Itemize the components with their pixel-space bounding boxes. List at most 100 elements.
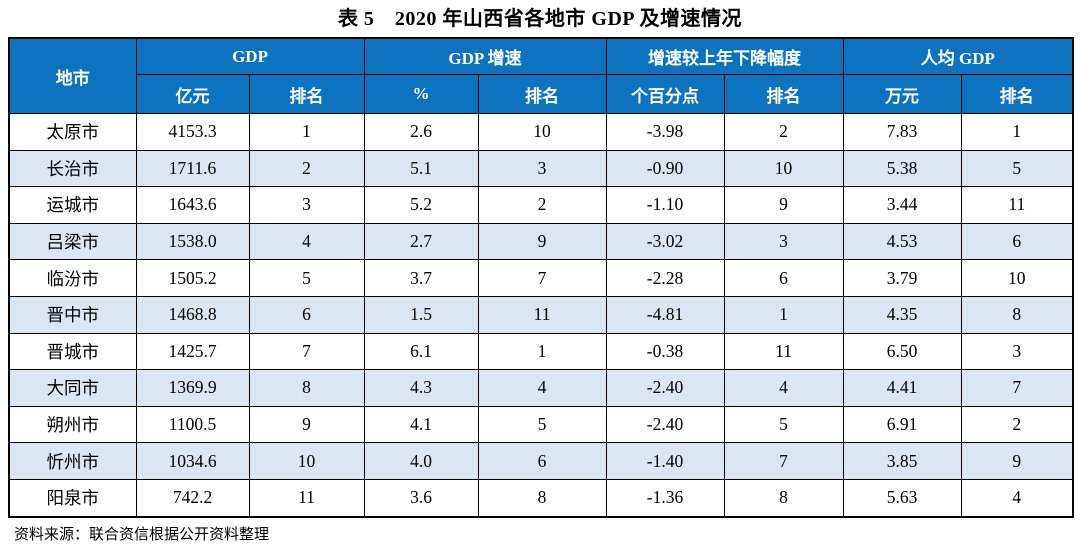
value-cell: 2 xyxy=(723,113,844,151)
table-title: 表 5 2020 年山西省各地市 GDP 及增速情况 xyxy=(337,8,743,30)
table-row: 临汾市 1505.2 5 3.7 7 -2.28 6 3.79 10 xyxy=(8,259,1074,297)
value-cell: 1505.2 xyxy=(135,259,250,297)
value-cell: 4 xyxy=(960,478,1074,518)
city-cell: 忻州市 xyxy=(8,442,137,480)
value-cell: 2.7 xyxy=(363,222,479,261)
header-group-gdp-growth: GDP 增速 xyxy=(363,37,607,75)
value-cell: 1425.7 xyxy=(135,332,250,371)
value-cell: 3.7 xyxy=(363,259,479,297)
value-cell: 9 xyxy=(960,442,1074,480)
value-cell: 10 xyxy=(477,113,607,151)
value-cell: 10 xyxy=(960,259,1074,297)
city-cell: 晋城市 xyxy=(8,332,137,371)
header-gdp-rank: 排名 xyxy=(248,74,365,114)
value-cell: 1 xyxy=(477,332,607,371)
value-cell: 4 xyxy=(723,369,844,407)
value-cell: 3 xyxy=(477,149,607,188)
table-row: 晋城市 1425.7 7 6.1 1 -0.38 11 6.50 3 xyxy=(8,332,1074,371)
header-per-capita-rank: 排名 xyxy=(960,74,1074,114)
value-cell: -2.28 xyxy=(605,259,725,297)
table-row: 忻州市 1034.6 10 4.0 6 -1.40 7 3.85 9 xyxy=(8,442,1074,480)
table-row: 运城市 1643.6 3 5.2 2 -1.10 9 3.44 11 xyxy=(8,186,1074,224)
value-cell: 1468.8 xyxy=(135,295,250,334)
value-cell: 1 xyxy=(248,113,365,151)
value-cell: 7 xyxy=(723,442,844,480)
value-cell: 2.6 xyxy=(363,113,479,151)
value-cell: 8 xyxy=(960,295,1074,334)
value-cell: 742.2 xyxy=(135,478,250,518)
city-cell: 阳泉市 xyxy=(8,478,137,518)
city-cell: 长治市 xyxy=(8,149,137,188)
value-cell: 1100.5 xyxy=(135,405,250,444)
value-cell: 8 xyxy=(477,478,607,518)
value-cell: 9 xyxy=(477,222,607,261)
value-cell: 1538.0 xyxy=(135,222,250,261)
header-growth-rank: 排名 xyxy=(477,74,607,114)
value-cell: 11 xyxy=(477,295,607,334)
value-cell: 5.1 xyxy=(363,149,479,188)
value-cell: 5 xyxy=(248,259,365,297)
value-cell: 4 xyxy=(248,222,365,261)
value-cell: 6 xyxy=(477,442,607,480)
value-cell: 1034.6 xyxy=(135,442,250,480)
value-cell: -0.90 xyxy=(605,149,725,188)
table-row: 大同市 1369.9 8 4.3 4 -2.40 4 4.41 7 xyxy=(8,369,1074,407)
value-cell: 2 xyxy=(248,149,365,188)
value-cell: 11 xyxy=(723,332,844,371)
value-cell: 5 xyxy=(477,405,607,444)
value-cell: -1.36 xyxy=(605,478,725,518)
value-cell: 4153.3 xyxy=(135,113,250,151)
header-gdp-unit: 亿元 xyxy=(135,74,250,114)
value-cell: 4.35 xyxy=(842,295,962,334)
value-cell: 10 xyxy=(723,149,844,188)
value-cell: 4.53 xyxy=(842,222,962,261)
value-cell: 6.50 xyxy=(842,332,962,371)
header-group-row: 地市 GDP GDP 增速 增速较上年下降幅度 人均 GDP xyxy=(8,37,1074,114)
city-cell: 太原市 xyxy=(8,113,137,151)
value-cell: 3.85 xyxy=(842,442,962,480)
header-group-growth-decline: 增速较上年下降幅度 xyxy=(605,37,844,75)
value-cell: -3.02 xyxy=(605,222,725,261)
city-cell: 吕梁市 xyxy=(8,222,137,261)
table-row: 朔州市 1100.5 9 4.1 5 -2.40 5 6.91 2 xyxy=(8,405,1074,444)
header-group-per-capita-gdp: 人均 GDP xyxy=(842,37,1074,75)
value-cell: 4.0 xyxy=(363,442,479,480)
table-row: 晋中市 1468.8 6 1.5 11 -4.81 1 4.35 8 xyxy=(8,295,1074,334)
value-cell: 5.63 xyxy=(842,478,962,518)
value-cell: 7 xyxy=(477,259,607,297)
value-cell: 3.79 xyxy=(842,259,962,297)
header-per-capita-unit: 万元 xyxy=(842,74,962,114)
value-cell: -1.10 xyxy=(605,186,725,224)
value-cell: 5.2 xyxy=(363,186,479,224)
value-cell: 3 xyxy=(960,332,1074,371)
value-cell: 11 xyxy=(960,186,1074,224)
value-cell: 6 xyxy=(248,295,365,334)
value-cell: 11 xyxy=(248,478,365,518)
value-cell: 5 xyxy=(723,405,844,444)
value-cell: 3 xyxy=(723,222,844,261)
header-group-gdp: GDP xyxy=(135,37,365,75)
city-cell: 运城市 xyxy=(8,186,137,224)
value-cell: 4.3 xyxy=(363,369,479,407)
value-cell: 8 xyxy=(723,478,844,518)
table-row: 长治市 1711.6 2 5.1 3 -0.90 10 5.38 5 xyxy=(8,149,1074,188)
city-cell: 晋中市 xyxy=(8,295,137,334)
value-cell: 2 xyxy=(477,186,607,224)
header-decline-unit: 个百分点 xyxy=(605,74,725,114)
value-cell: 4.1 xyxy=(363,405,479,444)
value-cell: 6 xyxy=(723,259,844,297)
value-cell: 7.83 xyxy=(842,113,962,151)
value-cell: 3.6 xyxy=(363,478,479,518)
table-body: 太原市 4153.3 1 2.6 10 -3.98 2 7.83 1 长治市 1711.6 2 5.1 3… xyxy=(8,113,1074,518)
value-cell: -0.38 xyxy=(605,332,725,371)
value-cell: -3.98 xyxy=(605,113,725,151)
value-cell: 8 xyxy=(248,369,365,407)
table-row: 阳泉市 742.2 11 3.6 8 -1.36 8 5.63 4 xyxy=(8,478,1074,518)
gdp-table: 地市 GDP GDP 增速 增速较上年下降幅度 人均 GDP 亿元 排名 % 排… xyxy=(8,37,1075,518)
header-growth-unit: % xyxy=(363,74,479,114)
value-cell: 1711.6 xyxy=(135,149,250,188)
header-decline-rank: 排名 xyxy=(723,74,844,114)
city-cell: 大同市 xyxy=(8,369,137,407)
table-header: 地市 GDP GDP 增速 增速较上年下降幅度 人均 GDP 亿元 排名 % 排… xyxy=(8,37,1074,114)
